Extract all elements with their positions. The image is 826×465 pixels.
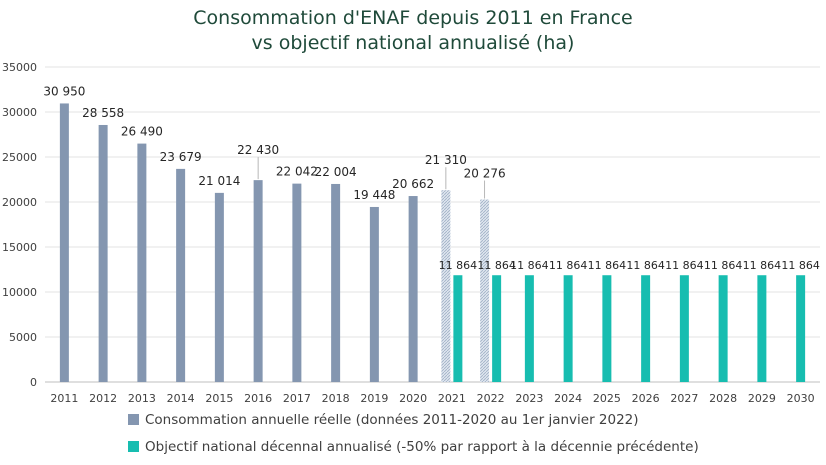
x-tick-label-2024: 2024 bbox=[554, 392, 582, 405]
x-tick-label-2014: 2014 bbox=[167, 392, 195, 405]
bar-consommation-2014 bbox=[176, 168, 186, 382]
y-tick-label-20000: 20000 bbox=[2, 196, 37, 209]
bar-consommation-2017 bbox=[292, 183, 302, 382]
legend-label-objectif: Objectif national décennal annualisé (-5… bbox=[145, 439, 699, 455]
x-tick-label-2029: 2029 bbox=[748, 392, 776, 405]
bar-objectif-2029 bbox=[757, 275, 767, 382]
data-label-objectif-2026: 11 864 bbox=[626, 259, 665, 272]
x-tick-label-2025: 2025 bbox=[593, 392, 621, 405]
data-label-consommation-2021: 21 310 bbox=[425, 153, 467, 167]
bar-objectif-2023 bbox=[524, 275, 534, 382]
x-tick-label-2020: 2020 bbox=[399, 392, 427, 405]
x-tick-label-2019: 2019 bbox=[360, 392, 388, 405]
y-tick-label-5000: 5000 bbox=[9, 331, 37, 344]
data-label-consommation-2017: 22 042 bbox=[276, 165, 318, 179]
bar-consommation-2021 bbox=[441, 190, 451, 382]
data-label-consommation-2018: 22 004 bbox=[315, 165, 357, 179]
bar-consommation-2016 bbox=[253, 180, 263, 382]
x-tick-label-2011: 2011 bbox=[50, 392, 78, 405]
x-tick-label-2028: 2028 bbox=[709, 392, 737, 405]
data-label-consommation-2019: 19 448 bbox=[353, 188, 395, 202]
chart-title: Consommation d'ENAF depuis 2011 en Franc… bbox=[0, 6, 826, 56]
bar-consommation-2015 bbox=[214, 192, 224, 382]
legend-item-consommation: Consommation annuelle réelle (données 20… bbox=[128, 412, 639, 428]
data-label-consommation-2014: 23 679 bbox=[160, 150, 202, 164]
bar-consommation-2018 bbox=[331, 183, 341, 382]
legend-swatch-consommation bbox=[128, 414, 139, 425]
bar-consommation-2020 bbox=[408, 196, 418, 382]
y-tick-label-30000: 30000 bbox=[2, 106, 37, 119]
data-label-consommation-2013: 26 490 bbox=[121, 125, 163, 139]
bar-consommation-2011 bbox=[59, 103, 69, 382]
legend-label-consommation: Consommation annuelle réelle (données 20… bbox=[145, 412, 639, 428]
data-label-objectif-2024: 11 864 bbox=[549, 259, 588, 272]
x-tick-label-2021: 2021 bbox=[438, 392, 466, 405]
data-label-objectif-2027: 11 864 bbox=[665, 259, 704, 272]
data-label-objectif-2022: 11 864 bbox=[477, 259, 516, 272]
data-label-consommation-2020: 20 662 bbox=[392, 177, 434, 191]
chart-title-line1: Consommation d'ENAF depuis 2011 en Franc… bbox=[193, 7, 633, 29]
data-label-objectif-2023: 11 864 bbox=[510, 259, 549, 272]
x-tick-label-2026: 2026 bbox=[632, 392, 660, 405]
bar-objectif-2025 bbox=[602, 275, 612, 382]
bar-objectif-2024 bbox=[563, 275, 573, 382]
data-label-objectif-2028: 11 864 bbox=[704, 259, 743, 272]
data-label-consommation-2016: 22 430 bbox=[237, 143, 279, 157]
x-tick-label-2012: 2012 bbox=[89, 392, 117, 405]
bar-consommation-2013 bbox=[137, 143, 147, 382]
data-label-objectif-2029: 11 864 bbox=[743, 259, 782, 272]
y-tick-label-15000: 15000 bbox=[2, 241, 37, 254]
data-label-objectif-2030: 11 864 bbox=[781, 259, 820, 272]
bar-objectif-2028 bbox=[718, 275, 728, 382]
x-tick-label-2017: 2017 bbox=[283, 392, 311, 405]
bar-consommation-2012 bbox=[98, 124, 108, 382]
x-tick-label-2015: 2015 bbox=[205, 392, 233, 405]
y-tick-label-10000: 10000 bbox=[2, 286, 37, 299]
bar-consommation-2022 bbox=[480, 199, 490, 382]
data-label-consommation-2011: 30 950 bbox=[43, 84, 85, 98]
bar-chart: 0 5000 10000 15000 20000 25000 30000 35000 2011 2… bbox=[2, 61, 820, 405]
bar-objectif-2026 bbox=[641, 275, 651, 382]
y-tick-label-25000: 25000 bbox=[2, 151, 37, 164]
x-tick-label-2022: 2022 bbox=[477, 392, 505, 405]
x-tick-label-2023: 2023 bbox=[515, 392, 543, 405]
bar-objectif-2022 bbox=[492, 275, 502, 382]
data-label-consommation-2012: 28 558 bbox=[82, 106, 124, 120]
legend-swatch-objectif bbox=[128, 441, 139, 452]
x-tick-label-2016: 2016 bbox=[244, 392, 272, 405]
chart-title-line2: vs objectif national annualisé (ha) bbox=[251, 32, 575, 54]
x-tick-label-2030: 2030 bbox=[787, 392, 815, 405]
data-label-consommation-2022: 20 276 bbox=[464, 167, 506, 181]
y-tick-label-0: 0 bbox=[30, 376, 37, 389]
x-tick-label-2018: 2018 bbox=[322, 392, 350, 405]
bar-consommation-2019 bbox=[369, 206, 379, 382]
y-tick-label-35000: 35000 bbox=[2, 61, 37, 74]
x-tick-label-2013: 2013 bbox=[128, 392, 156, 405]
data-label-consommation-2015: 21 014 bbox=[198, 174, 240, 188]
legend-item-objectif: Objectif national décennal annualisé (-5… bbox=[128, 439, 699, 455]
data-label-objectif-2025: 11 864 bbox=[588, 259, 627, 272]
x-tick-label-2027: 2027 bbox=[670, 392, 698, 405]
bar-objectif-2030 bbox=[796, 275, 806, 382]
bar-objectif-2027 bbox=[679, 275, 689, 382]
data-label-objectif-2021: 11 864 bbox=[439, 259, 478, 272]
bar-objectif-2021 bbox=[453, 275, 463, 382]
